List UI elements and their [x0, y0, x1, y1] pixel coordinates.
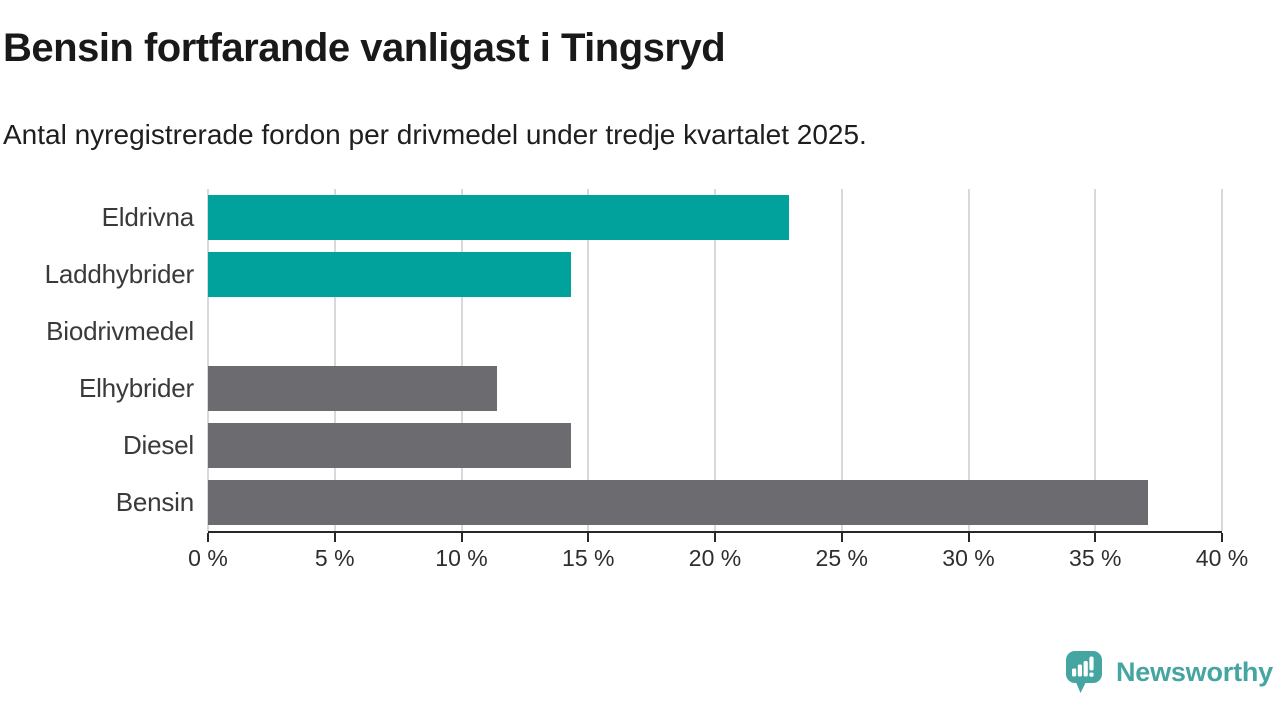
chart-subtitle: Antal nyregistrerade fordon per drivmede…	[3, 119, 867, 150]
axis-tick-35	[1094, 533, 1097, 542]
axis-tick-label-40: 40 %	[1195, 545, 1249, 571]
gridline-35	[1094, 189, 1097, 531]
gridline-5	[333, 189, 336, 531]
axis-tick-label-30: 30 %	[942, 545, 995, 571]
gridline-40	[1221, 189, 1223, 531]
axis-tick-label-0: 0 %	[188, 545, 228, 571]
gridline-25	[840, 189, 843, 531]
bar-laddhybrider	[208, 252, 571, 297]
axis-tick-30	[967, 533, 970, 542]
axis-tick-20	[714, 533, 716, 542]
axis-tick-25	[840, 533, 843, 542]
logo-bars-glyph	[1071, 656, 1094, 677]
axis-tick-label-10: 10 %	[435, 545, 488, 571]
axis-tick-15	[587, 533, 590, 542]
gridline-20	[714, 189, 716, 531]
axis-tick-label-20: 20 %	[688, 545, 742, 571]
category-label-diesel: Diesel	[122, 430, 194, 460]
axis-tick-0	[207, 533, 209, 542]
gridline-0	[207, 189, 209, 531]
axis-tick-label-25: 25 %	[815, 545, 868, 571]
gridline-30	[967, 189, 970, 531]
category-label-elhybrider: Elhybrider	[78, 373, 194, 403]
bar-row-laddhybrider: Laddhybrider	[45, 246, 1222, 303]
gridline-10	[460, 189, 463, 531]
gridline-15	[587, 189, 590, 531]
bar-elhybrider	[208, 366, 497, 411]
plot-area: Eldrivna Laddhybrider Biodrivmedel Elhybrid…	[45, 189, 1248, 570]
axis-tick-10	[460, 533, 463, 542]
brand-wordmark: Newsworthy	[1115, 657, 1273, 687]
page-title: Bensin fortfarande vanligast i Tingsryd	[3, 26, 726, 70]
bar-eldrivna	[208, 195, 789, 240]
axis-tick-5	[333, 533, 336, 542]
category-label-laddhybrider: Laddhybrider	[44, 259, 195, 289]
bar-row-eldrivna: Eldrivna	[102, 189, 1222, 246]
category-label-biodrivmedel: Biodrivmedel	[46, 316, 194, 346]
axis-tick-40	[1221, 533, 1223, 542]
bar-row-biodrivmedel: Biodrivmedel	[46, 303, 1222, 360]
bar-diesel	[208, 423, 571, 468]
bar-rows: Eldrivna Laddhybrider Biodrivmedel Elhybrid…	[45, 189, 1222, 531]
bar-bensin	[208, 480, 1149, 525]
bar-row-elhybrider: Elhybrider	[79, 360, 1222, 417]
axis-tick-label-35: 35 %	[1069, 545, 1122, 571]
bar-row-diesel: Diesel	[123, 417, 1222, 474]
axis-tick-label-5: 5 %	[314, 545, 355, 571]
brand-footer: Newsworthy	[1065, 650, 1273, 695]
category-label-eldrivna: Eldrivna	[101, 202, 195, 232]
category-label-bensin: Bensin	[115, 487, 195, 517]
axis-tick-label-15: 15 %	[562, 545, 615, 571]
newsworthy-logo-icon	[1065, 651, 1102, 693]
bar-row-bensin: Bensin	[116, 474, 1222, 531]
